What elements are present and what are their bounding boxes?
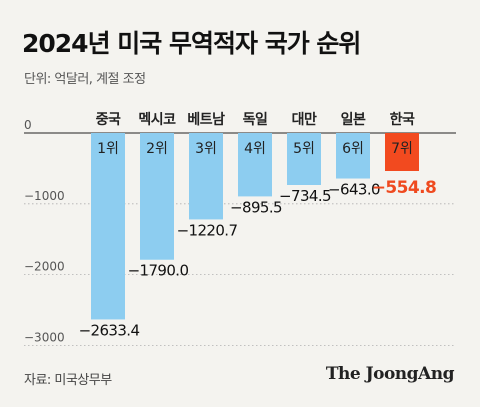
rank-label: 3위 (195, 141, 217, 157)
category-label: 독일 (243, 112, 268, 128)
source-note: 자료: 미국상무부 (24, 373, 112, 388)
y-tick-label: 0 (24, 118, 32, 132)
rank-label: 2위 (146, 141, 168, 157)
bar-korea (385, 133, 419, 171)
category-label: 대만 (292, 112, 317, 128)
category-label: 한국 (390, 112, 415, 128)
y-tick-label: −2000 (24, 260, 65, 274)
category-label: 베트남 (187, 111, 225, 128)
value-label: −1220.7 (177, 221, 238, 239)
chart-title: 2024년 미국 무역적자 국가 순위 (22, 29, 361, 58)
bar (91, 133, 125, 320)
category-label: 중국 (96, 112, 121, 128)
bar (189, 133, 223, 220)
value-label: −734.5 (279, 187, 331, 205)
value-label: −643.0 (328, 181, 380, 199)
unit-note: 단위: 억달러, 계절 조정 (24, 72, 146, 87)
bar (336, 133, 370, 179)
y-tick-label: −1000 (24, 189, 65, 203)
bar (287, 133, 321, 186)
category-label: 일본 (341, 112, 366, 128)
value-label: −2633.4 (79, 321, 140, 339)
value-label-highlight: −554.8 (372, 178, 436, 198)
rank-label: 4위 (244, 141, 266, 157)
category-label: 멕시코 (138, 111, 176, 128)
bar (140, 133, 174, 260)
bar (238, 133, 272, 197)
rank-label: 1위 (97, 141, 119, 157)
rank-label: 7위 (391, 141, 413, 157)
value-label: −895.5 (230, 198, 282, 216)
value-label: −1790.0 (128, 262, 189, 280)
brand-logo: The JoongAng (325, 364, 455, 384)
y-tick-label: −3000 (24, 330, 65, 344)
rank-label: 6위 (342, 141, 364, 157)
rank-label: 5위 (293, 141, 315, 157)
